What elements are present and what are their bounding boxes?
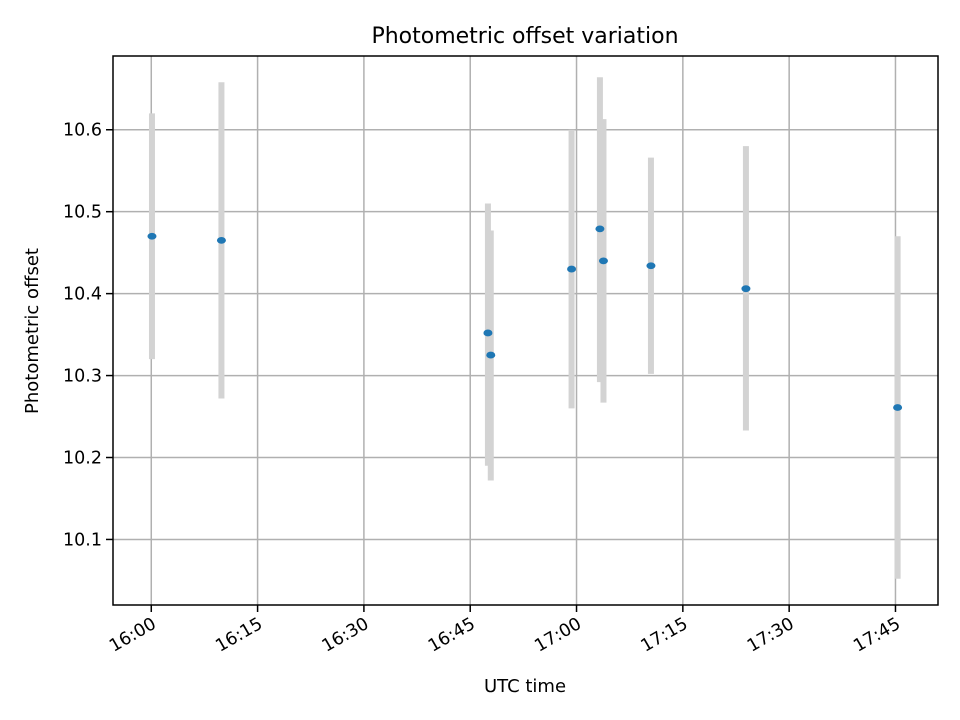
data-point xyxy=(741,285,751,293)
ticks-layer: 16:00 16:15 16:30 16:45 17:00 17:15 17:30 17:45… xyxy=(63,121,904,657)
x-tick-label: 16:00 xyxy=(106,614,160,657)
plot-frame xyxy=(112,55,939,606)
data-point xyxy=(893,404,903,411)
y-tick-label: 10.3 xyxy=(63,367,102,387)
x-tick-label: 16:30 xyxy=(319,614,373,657)
data-point xyxy=(567,265,577,273)
data-point xyxy=(595,225,605,233)
data-point xyxy=(486,351,496,359)
x-tick-label: 16:45 xyxy=(425,614,479,657)
x-tick-label: 16:15 xyxy=(212,614,266,657)
grid-layer xyxy=(113,56,938,605)
y-tick-label: 10.4 xyxy=(63,285,102,305)
error-bars-layer xyxy=(148,77,901,579)
y-tick-label: 10.1 xyxy=(63,530,102,550)
y-tick-label: 10.5 xyxy=(63,203,102,223)
x-tick-label: 17:00 xyxy=(531,614,585,657)
x-axis-label: UTC time xyxy=(484,676,566,697)
data-point xyxy=(598,257,608,265)
data-point xyxy=(216,236,226,244)
x-tick-label: 17:45 xyxy=(850,614,904,657)
data-point xyxy=(483,329,493,337)
y-axis-label: Photometric offset xyxy=(22,248,43,414)
chart-title: Photometric offset variation xyxy=(371,24,678,49)
y-tick-label: 10.6 xyxy=(63,121,102,141)
x-tick-label: 17:30 xyxy=(744,614,798,657)
x-tick-label: 17:15 xyxy=(638,614,692,657)
data-point xyxy=(147,232,157,240)
y-tick-label: 10.2 xyxy=(63,449,102,469)
data-point xyxy=(646,262,656,270)
data-points-layer xyxy=(147,225,903,411)
